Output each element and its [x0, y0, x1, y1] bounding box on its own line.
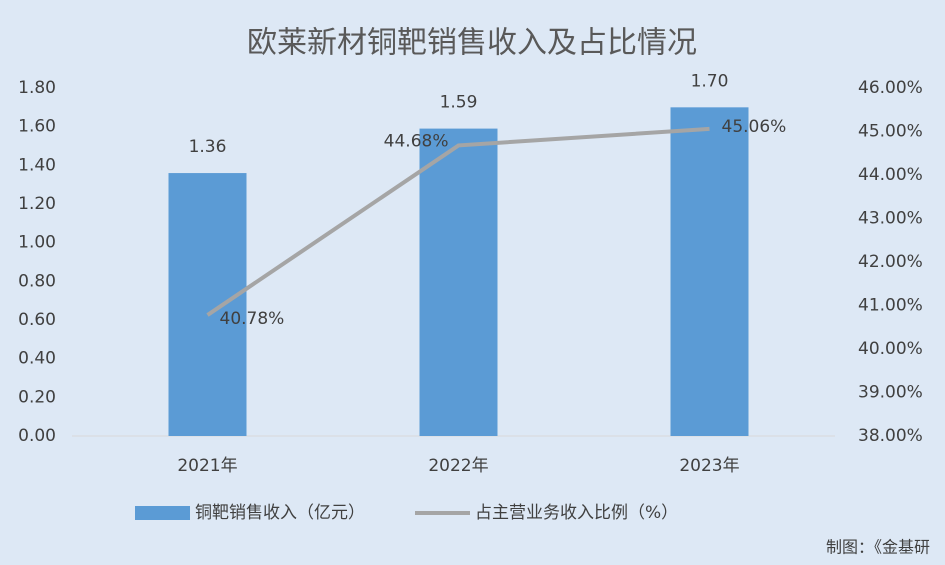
x-tick-label: 2022年	[428, 456, 488, 476]
y2-tick-label: 38.00%	[858, 426, 923, 446]
y2-tick-label: 39.00%	[858, 383, 923, 403]
line-value-label: 44.68%	[384, 131, 449, 151]
y2-tick-label: 43.00%	[858, 209, 923, 229]
line-value-label: 45.06%	[722, 117, 787, 137]
y-tick-label: 1.60	[18, 117, 56, 137]
y2-tick-label: 45.00%	[858, 122, 923, 142]
bar	[670, 107, 749, 436]
bar	[419, 128, 498, 436]
y-tick-label: 0.20	[18, 387, 56, 407]
y2-tick-label: 40.00%	[858, 339, 923, 359]
bar-value-label: 1.36	[189, 137, 227, 157]
bar-value-label: 1.59	[440, 93, 478, 113]
y-tick-label: 1.40	[18, 155, 56, 175]
y2-tick-label: 42.00%	[858, 252, 923, 272]
y2-tick-label: 41.00%	[858, 296, 923, 316]
y-tick-label: 1.20	[18, 194, 56, 214]
y-tick-label: 0.40	[18, 349, 56, 369]
legend-swatch	[135, 506, 190, 520]
y-tick-label: 0.80	[18, 271, 56, 291]
y-tick-label: 0.60	[18, 310, 56, 330]
chart-title: 欧莱新材铜靶销售收入及占比情况	[247, 26, 697, 61]
y2-tick-label: 46.00%	[858, 78, 923, 98]
bar	[168, 173, 247, 437]
y-tick-label: 1.80	[18, 78, 56, 98]
x-tick-label: 2023年	[679, 456, 739, 476]
y2-tick-label: 44.00%	[858, 165, 923, 185]
line-value-label: 40.78%	[220, 309, 285, 329]
source-note: 制图：《金基研	[826, 538, 930, 557]
line	[206, 126, 710, 317]
bar-value-label: 1.70	[691, 71, 729, 91]
legend-label: 铜靶销售收入（亿元）	[195, 503, 365, 523]
legend-label: 占主营业务收入比例（%）	[475, 503, 678, 523]
x-tick-label: 2021年	[177, 456, 237, 476]
y-tick-label: 1.00	[18, 233, 56, 253]
y-tick-label: 0.00	[18, 426, 56, 446]
